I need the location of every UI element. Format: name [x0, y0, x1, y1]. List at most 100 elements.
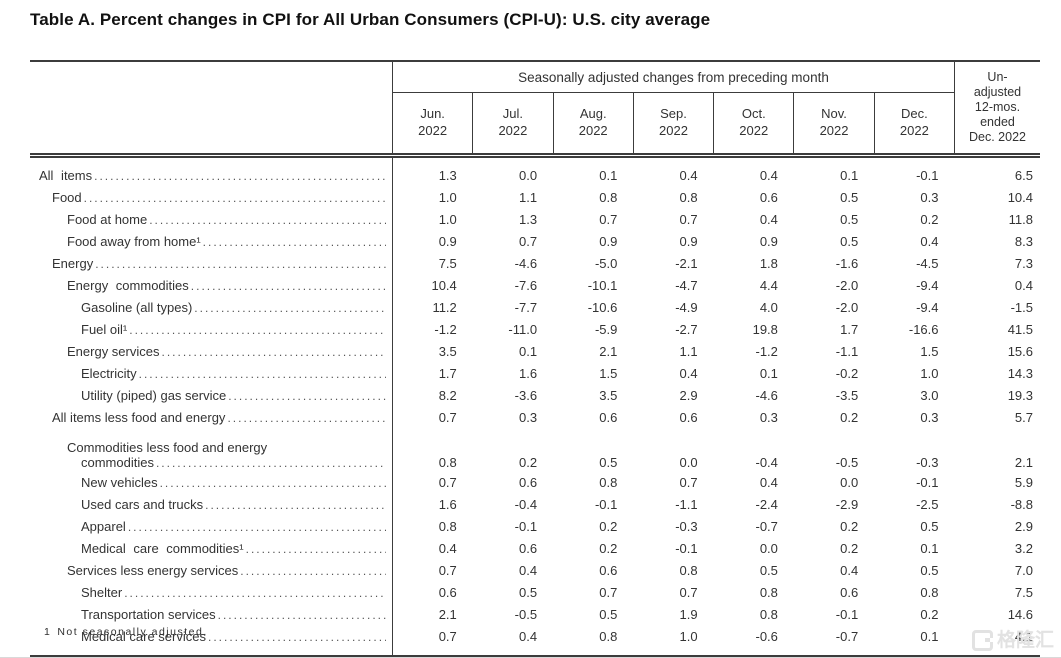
value-cell: -0.1: [675, 540, 698, 556]
dot-leader: [228, 389, 386, 403]
row-label-cell: Utility (piped) gas service: [30, 384, 393, 406]
value-cell: 0.9: [679, 233, 698, 249]
value-cell: -0.2: [835, 365, 859, 381]
value-cell: -16.6: [908, 321, 939, 337]
row-label: All items: [39, 167, 93, 183]
value-cell: 8.3: [1014, 233, 1033, 249]
value-cell: 0.9: [759, 233, 778, 249]
value-cell: -0.3: [916, 455, 939, 470]
value-cell: 0.7: [599, 211, 618, 227]
row-label-line: Medical care commodities¹: [31, 541, 391, 556]
value-cell: -0.1: [514, 518, 538, 534]
row-label-line: Electricity: [31, 366, 391, 381]
row-label: Services less energy services: [67, 562, 239, 578]
value-cell: 1.7: [438, 365, 457, 381]
month-column-header: Aug. 2022: [552, 92, 634, 158]
value-cell: 11.2: [432, 299, 457, 315]
footnote: 1 Not seasonally adjusted.: [44, 626, 208, 638]
value-cell: -1.2: [755, 343, 778, 359]
dot-leader: [95, 257, 386, 271]
value-cell: 0.1: [840, 167, 859, 183]
table-row: Services less energy services 0.7 0.4 0.6 0.…: [30, 559, 1040, 581]
value-cell: -10.6: [587, 299, 618, 315]
value-cell: -2.4: [755, 496, 778, 512]
table-row: Electricity 1.7 1.6 1.5 0.4 0.1 -0.2 1.0 14.3: [30, 362, 1040, 384]
value-cell: 0.1: [920, 628, 939, 644]
row-label-cell: Energy services: [30, 340, 393, 362]
row-label-line: Gasoline (all types): [31, 300, 391, 315]
value-cell: 0.5: [920, 562, 939, 578]
value-cell: 0.7: [679, 474, 698, 490]
row-label-cell: Fuel oil¹: [30, 318, 393, 340]
dot-leader: [208, 630, 386, 644]
value-cell: 0.4: [759, 167, 778, 183]
value-cell: 0.5: [599, 455, 618, 470]
table-row: Food at home 1.0 1.3 0.7 0.7 0.4 0.5 0.2 11.8: [30, 208, 1040, 230]
dot-leader: [240, 564, 386, 578]
row-label: Apparel: [81, 518, 126, 534]
table-row: Medical care services 0.7 0.4 0.8 1.0 -0.6 -0.…: [30, 625, 1040, 656]
table-row: Transportation services 2.1 -0.5 0.5 1.9 0.8 -…: [30, 603, 1040, 625]
value-cell: 0.1: [599, 167, 618, 183]
value-cell: 0.0: [518, 167, 538, 183]
row-label-cell: Electricity: [30, 362, 393, 384]
value-cell: 1.3: [518, 211, 538, 227]
value-cell: -0.7: [755, 518, 778, 534]
row-label: Food: [52, 189, 82, 205]
header-row-group: Seasonally adjusted changes from precedi…: [30, 61, 1040, 158]
value-cell: 1.0: [438, 189, 457, 205]
value-cell: 0.2: [840, 409, 859, 425]
row-label-cell: Energy: [30, 252, 393, 274]
table-row: Energy commodities 10.4 -7.6 -10.1 -4.7 4.4 -2…: [30, 274, 1040, 296]
value-cell: 10.4: [1007, 189, 1033, 205]
value-cell: -0.1: [916, 167, 939, 183]
row-label-line: Utility (piped) gas service: [31, 388, 391, 403]
value-cell: 15.6: [1007, 343, 1033, 359]
value-cell: 0.2: [840, 540, 859, 556]
row-label-cell: Medical care commodities¹: [30, 537, 393, 559]
row-label: Gasoline (all types): [81, 299, 193, 315]
value-cell: 19.8: [752, 321, 778, 337]
row-label-line: Used cars and trucks: [31, 497, 391, 512]
value-cell: 0.2: [840, 518, 859, 534]
value-cell: 0.2: [920, 606, 939, 622]
table-body: All items 1.3 0.0 0.1 0.4 0.4 0.1 -0.1 6.5 Food 1.…: [30, 155, 1040, 656]
value-cell: -0.1: [835, 606, 859, 622]
value-cell: 11.8: [1008, 211, 1033, 227]
table-row: Shelter 0.6 0.5 0.7 0.7 0.8 0.6 0.8 7.5: [30, 581, 1040, 603]
value-cell: 1.6: [438, 496, 457, 512]
table-row: Energy services 3.5 0.1 2.1 1.1 -1.2 -1.1 1.5 15…: [30, 340, 1040, 362]
value-cell: 0.6: [759, 189, 778, 205]
value-cell: 0.7: [438, 562, 457, 578]
dot-leader: [94, 169, 386, 183]
value-cell: 0.4: [518, 628, 538, 644]
value-cell: 0.7: [438, 409, 457, 425]
row-label: Medical care commodities¹: [81, 540, 244, 556]
value-cell: 8.2: [438, 387, 457, 403]
value-cell: 0.8: [438, 455, 457, 470]
row-label-cell: Apparel: [30, 515, 393, 537]
value-cell: 0.8: [679, 562, 698, 578]
value-cell: 0.6: [599, 409, 618, 425]
month-column-header: Dec. 2022: [873, 92, 956, 158]
row-label-line: Apparel: [31, 519, 391, 534]
table-row: New vehicles 0.7 0.6 0.8 0.7 0.4 0.0 -0.1 5.9: [30, 471, 1040, 493]
table-row: Energy 7.5 -4.6 -5.0 -2.1 1.8 -1.6 -4.5 7.3: [30, 252, 1040, 274]
value-cell: 2.9: [1014, 518, 1033, 534]
value-cell: 0.5: [840, 189, 859, 205]
value-cell: 0.2: [599, 540, 618, 556]
value-cell: 0.6: [518, 474, 538, 490]
value-cell: 0.9: [438, 233, 457, 249]
value-cell: -2.5: [916, 496, 939, 512]
row-label-line: commodities: [31, 455, 391, 470]
value-cell: -7.6: [514, 277, 538, 293]
value-cell: 0.3: [518, 409, 538, 425]
dot-leader: [124, 586, 386, 600]
row-label: Shelter: [81, 584, 123, 600]
value-cell: 1.0: [920, 365, 939, 381]
dot-leader: [205, 498, 386, 512]
table-row: Commodities less food and energy commodit…: [30, 428, 1040, 471]
row-label-cell: Gasoline (all types): [30, 296, 393, 318]
dot-leader: [156, 456, 386, 470]
row-label: Electricity: [81, 365, 137, 381]
